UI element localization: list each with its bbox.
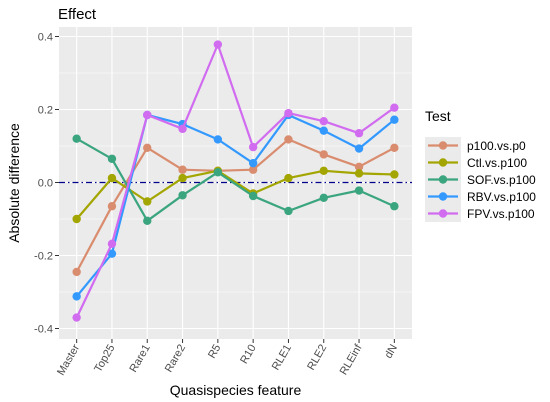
data-point [213, 168, 223, 177]
data-point [143, 110, 152, 120]
x-axis: Master Top25 Rare1 Rare2 R5 R10 RLE1 RLE2 RLEinf… [55, 339, 400, 378]
data-point [143, 197, 152, 206]
data-point [178, 173, 187, 183]
data-point [107, 202, 117, 211]
y-axis: -0.4 -0.2 0.0 0.2 0.4 [34, 32, 59, 336]
x-tick-label: Rare1 [127, 343, 152, 375]
data-point [319, 126, 328, 135]
legend-key-point [438, 209, 448, 218]
data-point [72, 292, 81, 301]
y-tick-label: 0.2 [38, 105, 53, 117]
data-point [319, 193, 328, 203]
data-point [284, 108, 293, 118]
data-point [213, 135, 223, 144]
series-line [76, 137, 395, 222]
data-point [319, 150, 328, 159]
data-point [354, 169, 364, 178]
legend-label: FPV.vs.p100 [467, 207, 535, 221]
data-point [107, 239, 117, 249]
data-point [213, 40, 223, 49]
series-line [75, 113, 395, 298]
data-point [107, 154, 117, 163]
legend-key-point [438, 175, 448, 184]
data-point [248, 165, 258, 174]
legend-item: FPV.vs.p100 [425, 205, 535, 222]
data-point [354, 162, 364, 172]
data-point [390, 143, 399, 153]
legend-item: p100.vs.p0 [425, 137, 526, 154]
data-point [178, 124, 187, 134]
x-tick-label: RLE2 [305, 343, 329, 373]
data-point [390, 103, 399, 112]
data-point [354, 129, 364, 138]
legend-item: RBV.vs.p100 [425, 188, 536, 205]
legend: Test p100.vs.p0 Ctl.vs.p100 SOF.vs.p100 RBV… [425, 108, 536, 222]
y-tick-label: 0.0 [38, 178, 53, 190]
y-tick-label: 0.4 [38, 32, 53, 44]
x-tick-label: Top25 [92, 343, 117, 375]
data-point [390, 115, 399, 124]
data-point [284, 173, 293, 183]
series-line [75, 43, 395, 319]
data-point [72, 134, 81, 143]
data-point [354, 144, 364, 153]
legend-item: Ctl.vs.p100 [425, 154, 527, 171]
series-SOF.vs.p100 [72, 134, 399, 226]
x-tick-label: dN [383, 342, 400, 360]
legend-title: Test [425, 108, 451, 124]
x-tick-label: R10 [238, 343, 258, 366]
data-point [143, 143, 152, 153]
data-point [319, 166, 328, 176]
data-point [248, 191, 258, 201]
legend-key-point [438, 192, 448, 201]
series-FPV.vs.p100 [72, 40, 399, 322]
data-point [248, 158, 258, 168]
x-tick-label: RLEinf [338, 342, 365, 377]
data-point [72, 313, 81, 322]
data-point [390, 202, 399, 211]
data-point [284, 135, 293, 144]
x-tick-label: RLE1 [270, 343, 294, 373]
legend-key-point [438, 141, 448, 150]
data-point [72, 267, 81, 277]
y-axis-label: Absolute difference [6, 123, 22, 243]
legend-item: SOF.vs.p100 [425, 171, 536, 188]
legend-key-point [438, 158, 448, 167]
y-tick-label: -0.2 [34, 251, 53, 263]
data-point [319, 116, 328, 126]
data-point [284, 206, 293, 216]
legend-label: RBV.vs.p100 [467, 190, 536, 204]
data-point [143, 216, 152, 226]
series-group [72, 40, 399, 322]
data-point [107, 249, 117, 258]
data-point [178, 191, 187, 200]
x-axis-label: Quasispecies feature [170, 382, 302, 398]
x-tick-label: R5 [206, 343, 223, 361]
x-tick-label: Master [55, 342, 82, 377]
chart-title: Effect [58, 6, 97, 23]
data-point [390, 170, 399, 179]
data-point [107, 173, 117, 183]
legend-label: Ctl.vs.p100 [467, 156, 527, 170]
data-point [354, 186, 364, 195]
legend-label: SOF.vs.p100 [467, 173, 536, 187]
data-point [248, 142, 258, 152]
y-tick-label: -0.4 [34, 324, 53, 336]
legend-label: p100.vs.p0 [467, 139, 526, 153]
data-point [178, 165, 187, 174]
x-tick-label: Rare2 [163, 343, 188, 375]
data-point [72, 214, 81, 224]
